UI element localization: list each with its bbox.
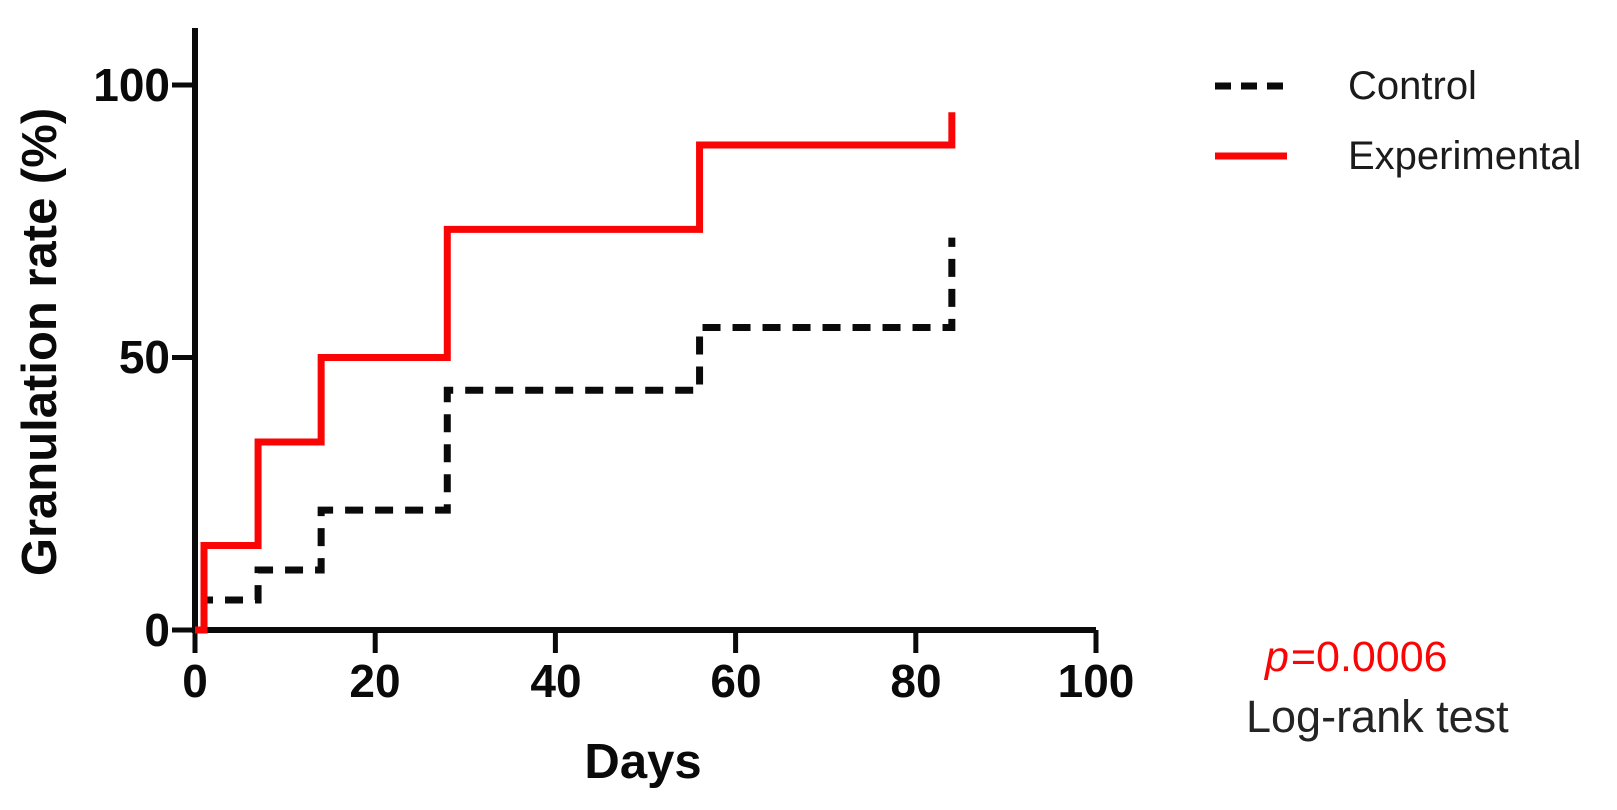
control-dashed-line-swatch: [1215, 82, 1287, 90]
series-control-path: [195, 237, 956, 634]
x-tick-label-0: 0: [182, 655, 208, 707]
x-tick-label-20: 20: [349, 655, 401, 707]
y-tick-label-100: 100: [93, 59, 170, 111]
y-tick-label-50: 50: [118, 331, 170, 383]
p-value-annotation: p=0.0006: [1265, 632, 1448, 682]
legend-label-experimental: Experimental: [1348, 134, 1582, 178]
legend-item-control: Control: [1212, 63, 1477, 109]
legend-item-experimental: Experimental: [1212, 133, 1581, 179]
p-symbol: p: [1265, 633, 1289, 681]
x-tick-label-60: 60: [710, 655, 762, 707]
x-tick-label-80: 80: [890, 655, 942, 707]
p-value-text: =0.0006: [1290, 633, 1448, 681]
log-rank-test-label: Log-rank test: [1246, 691, 1509, 742]
legend-label-control: Control: [1348, 64, 1477, 108]
experimental-solid-line-swatch: [1215, 152, 1287, 160]
y-tick-label-0: 0: [144, 604, 170, 656]
x-axis-title: Days: [584, 735, 702, 789]
x-tick-label-100: 100: [1057, 655, 1135, 707]
series-experimental-path: [195, 112, 956, 634]
x-tick-label-40: 40: [530, 655, 582, 707]
